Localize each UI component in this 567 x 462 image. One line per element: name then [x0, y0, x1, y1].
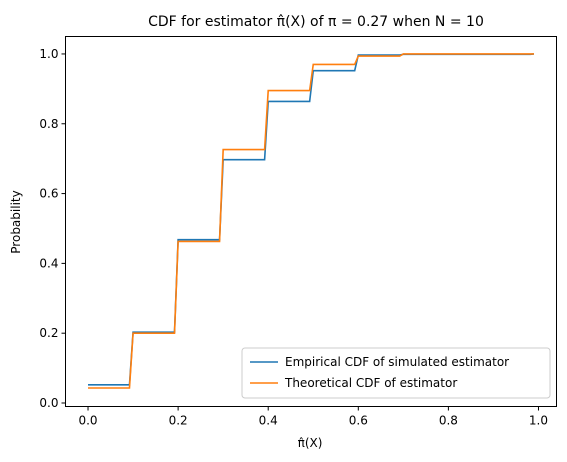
legend: Empirical CDF of simulated estimator The… — [241, 347, 551, 399]
x-tick-label: 0.8 — [439, 414, 458, 428]
legend-box — [241, 347, 551, 399]
y-tick-label: 0.0 — [39, 396, 58, 410]
y-tick-label: 0.6 — [39, 187, 58, 201]
theoretical-cdf-line — [88, 53, 534, 389]
chart-title: CDF for estimator π̂(X) of π = 0.27 when… — [148, 14, 484, 30]
legend-label-empirical: Empirical CDF of simulated estimator — [285, 355, 509, 369]
x-tick-label: 0.6 — [349, 414, 368, 428]
x-tick-label: 0.2 — [169, 414, 188, 428]
x-axis-title: π̂(X) — [298, 436, 323, 450]
plot-lines — [88, 53, 535, 389]
x-tick-label: 0.0 — [78, 414, 97, 428]
y-tick-label: 1.0 — [39, 47, 58, 61]
legend-label-theoretical: Theoretical CDF of estimator — [284, 376, 457, 390]
y-tick-label: 0.8 — [39, 117, 58, 131]
y-tick-label: 0.4 — [39, 256, 58, 270]
x-tick-label: 1.0 — [529, 414, 548, 428]
x-tick-label: 0.4 — [259, 414, 278, 428]
y-axis-title: Probability — [9, 190, 23, 253]
plot-area-frame — [65, 36, 557, 407]
axis-ticks: 0.0 0.2 0.4 0.6 0.8 1.0 0.0 0.2 0.4 0.6 0.8 1.0 — [39, 47, 548, 428]
y-tick-label: 0.2 — [39, 326, 58, 340]
